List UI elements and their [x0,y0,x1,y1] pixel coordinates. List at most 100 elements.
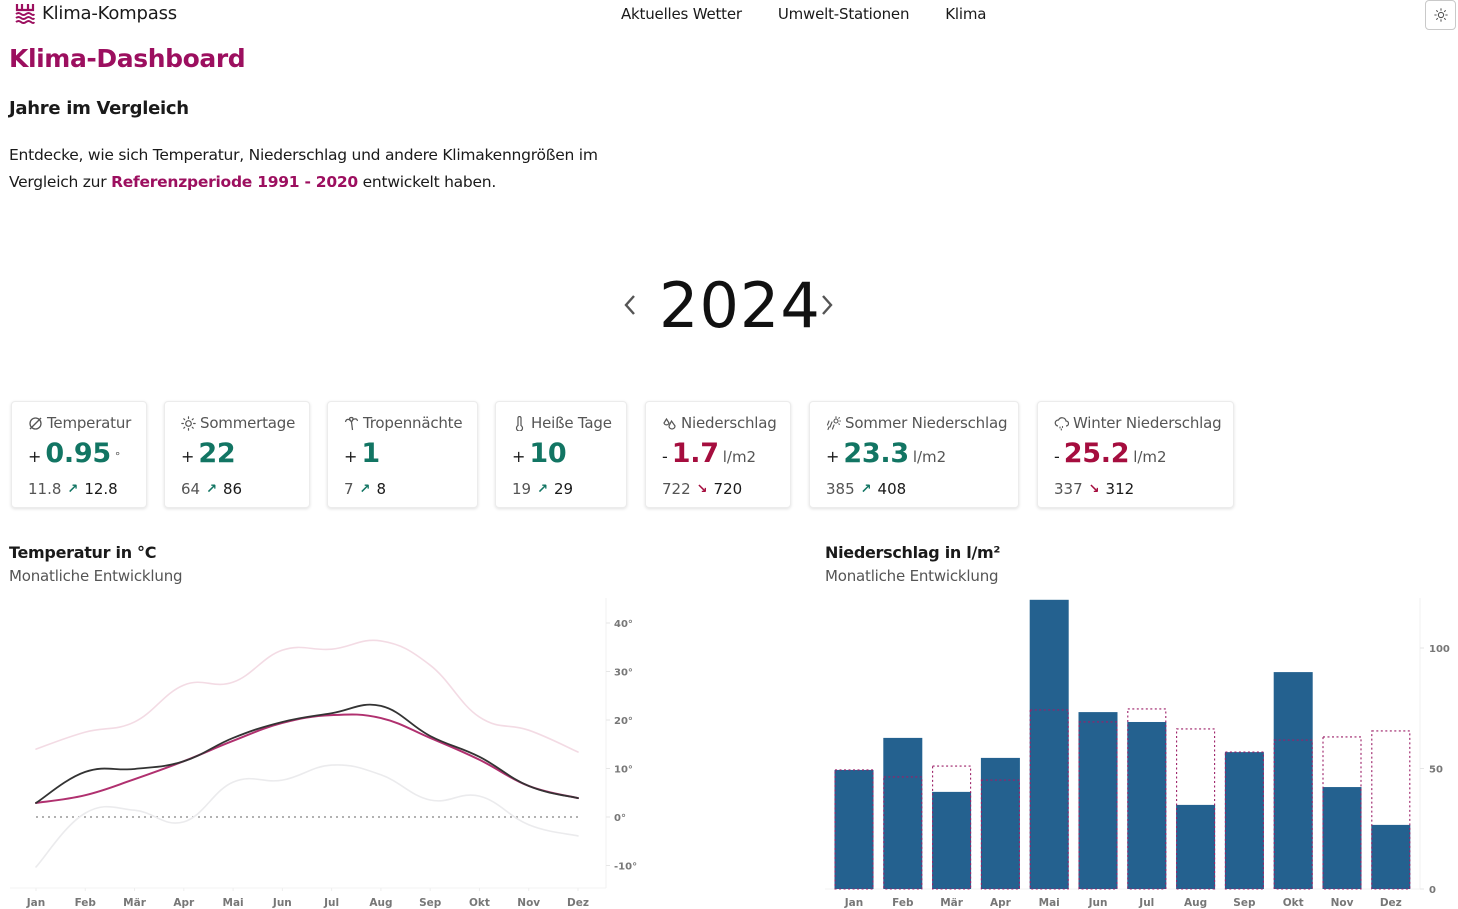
y-tick-label: -10° [614,862,637,873]
precipitation-chart-subtitle: Monatliche Entwicklung [825,567,999,585]
kpi-comparison: 337 ↘ 312 [1054,480,1134,498]
kpi-delta-row: - 25.2 l/m2 [1054,438,1167,469]
x-tick-label: Dez [1380,897,1402,909]
intro-text: Entdecke, wie sich Temperatur, Niedersch… [9,142,649,196]
x-tick-label: Mär [940,897,964,909]
x-tick-label: Jul [1138,897,1154,909]
x-tick-label: Mär [123,897,147,909]
temperature-chart-title: Temperatur in °C [9,543,157,562]
page-title: Klima-Dashboard [9,44,246,73]
temperature-chart: -10° 0° 10° 20° 30° 40° Jan Feb Mär Apr Mai Jun Jul A… [10,598,637,909]
kpi-reference-value: 385 [826,480,855,498]
kpi-current-value: 312 [1105,480,1135,498]
reference-bar-Mär [932,765,972,890]
logo-icon [15,4,35,24]
bar-Aug[interactable] [1176,804,1216,889]
kpi-card-tropennaechte[interactable]: Tropennächte + 1 7 ↗ 8 [327,401,478,508]
trend-up-icon: ↗ [67,481,79,497]
trend-up-icon: ↗ [860,481,872,497]
x-tick-label: Okt [469,897,490,909]
x-tick-label: Feb [75,897,97,909]
y-tick-label: 100 [1429,644,1450,655]
kpi-reference-value: 64 [181,480,201,498]
x-tick-label: Jan [26,897,45,909]
kpi-card-winter-niederschlag[interactable]: Winter Niederschlag - 25.2 l/m2 337 ↘ 31… [1037,401,1234,508]
x-tick-label: Jul [323,897,339,909]
bar-Mär[interactable] [932,791,972,889]
kpi-comparison: 7 ↗ 8 [344,480,386,498]
nav-item-umwelt-stationen[interactable]: Umwelt-Stationen [777,5,910,23]
next-year-button[interactable] [812,290,842,320]
kpi-label: Temperatur [28,414,131,432]
nav-item-aktuelles-wetter[interactable]: Aktuelles Wetter [621,5,742,23]
bar-Apr[interactable] [980,757,1020,889]
previous-year-button[interactable] [615,290,645,320]
kpi-card-sommertage[interactable]: Sommertage + 22 64 ↗ 86 [164,401,310,508]
kpi-card-heisse-tage[interactable]: Heiße Tage + 10 19 ↗ 29 [495,401,627,508]
bar-Jun[interactable] [1078,712,1118,889]
x-tick-label: Sep [1233,897,1256,909]
trend-up-icon: ↗ [359,481,371,497]
bar-Jan[interactable] [834,769,874,889]
kpi-unit: l/m2 [912,448,947,466]
kpi-sign: + [826,447,840,466]
kpi-delta-row: + 23.3 l/m2 [826,438,946,469]
kpi-sign: + [181,447,195,466]
reference-bar-Nov [1322,736,1362,890]
x-tick-label: Apr [990,897,1012,909]
trend-up-icon: ↗ [206,481,217,497]
kpi-current-value: 86 [223,480,243,498]
series-line-min [35,764,579,868]
brand-name: Klima-Kompass [42,2,177,24]
kpi-sign: + [344,447,358,466]
x-tick-label: Nov [517,897,540,909]
reference-bar-Aug [1176,728,1216,890]
reference-period-link[interactable]: Referenzperiode 1991 - 2020 [111,173,358,191]
y-tick-label: 10° [614,765,633,776]
temperature-chart-subtitle: Monatliche Entwicklung [9,567,183,585]
kpi-current-value: 29 [554,480,574,498]
kpi-label: Heiße Tage [512,414,612,432]
kpi-card-sommer-niederschlag[interactable]: Sommer Niederschlag + 23.3 l/m2 385 ↗ 40… [809,401,1019,508]
droplets-icon [663,417,676,430]
kpi-card-temperatur[interactable]: Temperatur + 0.95 ° 11.8 ↗ 12.8 [11,401,147,508]
trend-up-icon: ↗ [537,481,548,497]
x-tick-label: Mai [1039,897,1060,909]
y-tick-label: 50 [1429,765,1443,776]
kpi-comparison: 385 ↗ 408 [826,480,906,498]
kpi-reference-value: 337 [1054,480,1083,498]
average-icon [29,416,42,430]
brand[interactable]: Klima-Kompass [14,2,177,24]
selected-year: 2024 [659,269,821,342]
x-tick-label: Apr [173,897,195,909]
x-tick-label: Sep [419,897,442,909]
bar-Jul[interactable] [1127,721,1167,889]
bar-Mai[interactable] [1029,599,1069,889]
trend-down-icon: ↘ [696,481,708,497]
reference-bar-Sep [1224,751,1264,890]
kpi-comparison: 64 ↗ 86 [181,480,242,498]
x-tick-label: Jan [844,897,863,909]
bar-Nov[interactable] [1322,787,1362,889]
kpi-reference-value: 7 [344,480,354,498]
reference-bar-Jan [834,769,874,890]
y-tick-label: 0 [1429,885,1436,896]
kpi-delta: 10 [529,438,567,469]
sun-icon [181,415,196,431]
kpi-card-niederschlag[interactable]: Niederschlag - 1.7 l/m2 722 ↘ 720 [645,401,791,508]
bar-Feb[interactable] [883,737,923,889]
bar-Sep[interactable] [1224,752,1264,889]
kpi-unit: l/m2 [722,448,757,466]
kpi-delta-row: + 10 [512,438,567,469]
bar-Okt[interactable] [1273,672,1313,889]
nav-item-klima[interactable]: Klima [945,5,987,23]
x-tick-label: Jun [272,897,292,909]
x-tick-label: Aug [369,897,392,909]
intro-text-after: entwickelt haben. [357,173,497,191]
reference-bar-Mai [1029,709,1069,890]
kpi-label: Sommertage [181,414,295,432]
kpi-current-value: 12.8 [84,480,118,498]
y-tick-label: 40° [614,619,633,630]
theme-toggle-button[interactable] [1425,0,1456,30]
bar-Dez[interactable] [1371,824,1411,889]
